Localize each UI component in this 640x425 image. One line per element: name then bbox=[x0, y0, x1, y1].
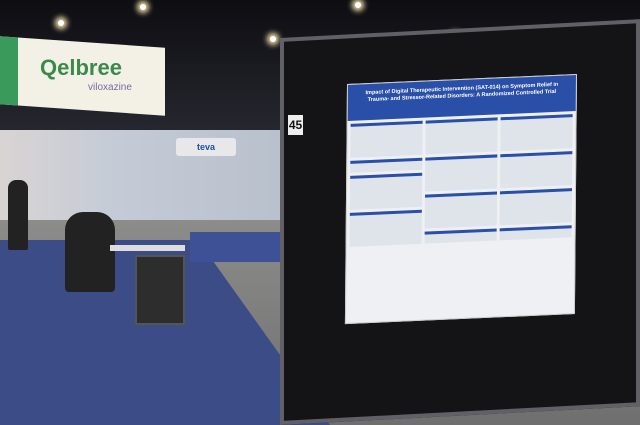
ceiling-light bbox=[140, 4, 146, 10]
table bbox=[110, 245, 185, 251]
seated-attendee bbox=[65, 212, 115, 292]
ceiling-light bbox=[58, 20, 64, 26]
brand-logo: Qelbree bbox=[40, 55, 122, 80]
board-number: 45 bbox=[288, 115, 303, 135]
blue-carpet bbox=[190, 232, 290, 262]
research-poster: Impact of Digital Therapeutic Interventi… bbox=[344, 73, 577, 325]
attendee bbox=[8, 180, 28, 250]
chair bbox=[135, 255, 185, 325]
sponsor-sign: teva bbox=[176, 138, 236, 156]
exhibit-booths bbox=[0, 130, 290, 220]
ceiling-light bbox=[355, 2, 361, 8]
brand-subtitle: viloxazine bbox=[88, 82, 132, 93]
ceiling-light bbox=[270, 36, 276, 42]
